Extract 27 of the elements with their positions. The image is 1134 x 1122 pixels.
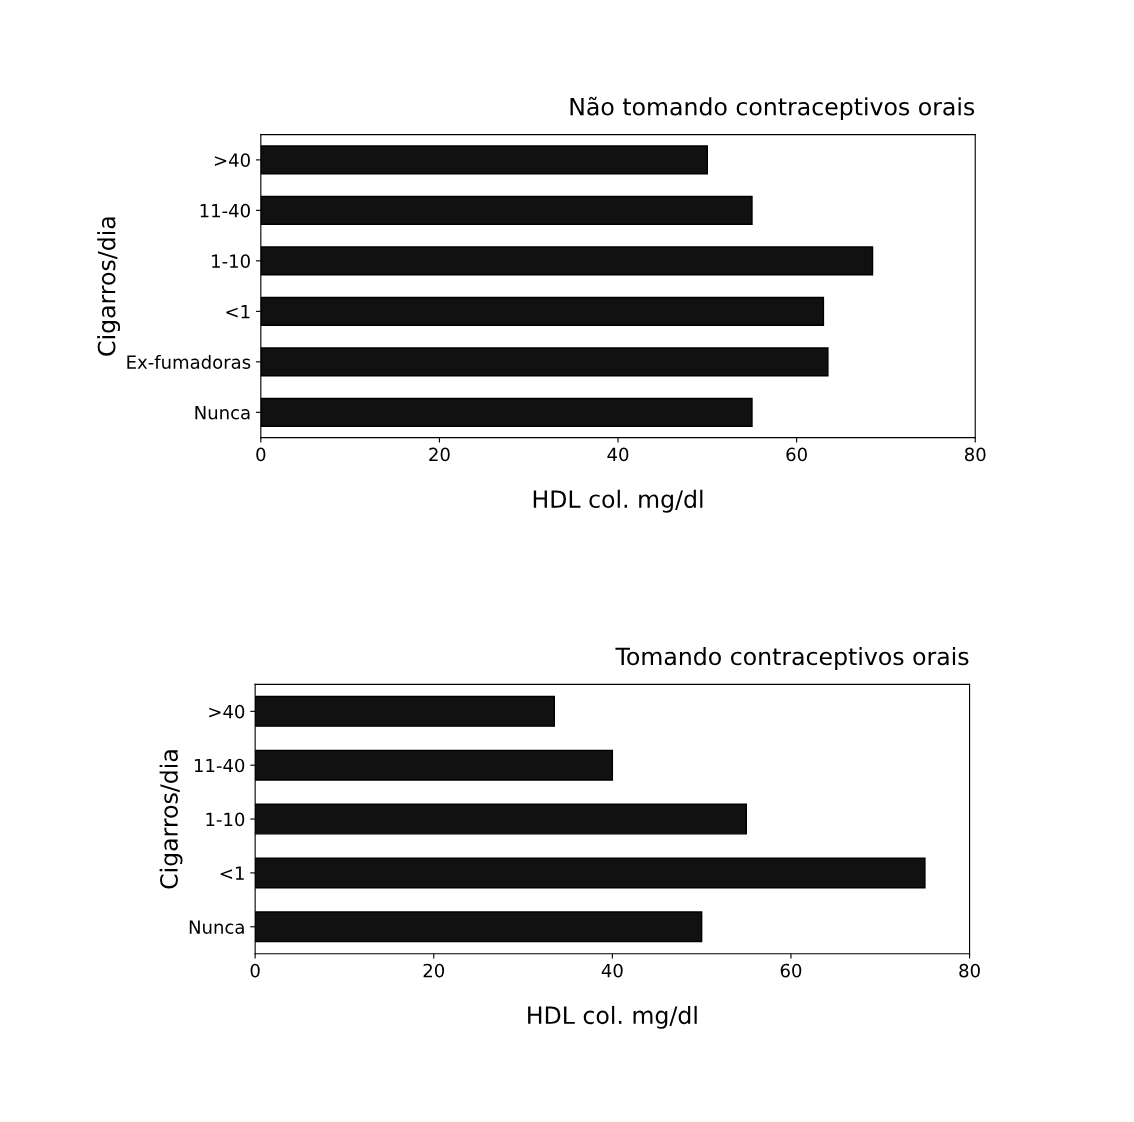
y-tick-label: 1-10 xyxy=(212,254,250,268)
y-axis-title: Cigarros/dia xyxy=(97,217,121,356)
y-tick-label: >40 xyxy=(209,704,245,719)
x-tick-label: 40 xyxy=(607,447,629,462)
chart-title: Não tomando contraceptivos orais xyxy=(570,96,975,121)
y-tick-label: 11-40 xyxy=(200,203,250,218)
x-tick-label: 60 xyxy=(786,447,807,462)
y-tick-label: 11-40 xyxy=(194,758,245,773)
x-tick-label: 0 xyxy=(256,447,266,462)
y-tick-label: Nunca xyxy=(195,406,250,420)
y-tick-label: >40 xyxy=(214,153,250,167)
x-tick-label: 60 xyxy=(780,963,802,978)
x-axis-title: HDL col. mg/dl xyxy=(528,1005,697,1029)
x-tick-label: 20 xyxy=(423,963,445,978)
x-tick-label: 20 xyxy=(429,447,450,462)
y-tick-label: <1 xyxy=(226,305,250,319)
x-tick-label: 80 xyxy=(964,447,986,462)
chart-title: Tomando contraceptivos orais xyxy=(615,647,969,670)
x-tick-label: 0 xyxy=(250,963,260,978)
y-tick-label: Ex-fumadoras xyxy=(127,354,251,369)
x-tick-label: 80 xyxy=(959,963,980,978)
y-tick-label: 1-10 xyxy=(206,812,245,827)
y-tick-label: Nunca xyxy=(189,920,244,934)
x-tick-label: 40 xyxy=(601,963,623,978)
x-axis-title: HDL col. mg/dl xyxy=(533,489,703,513)
y-axis-title: Cigarros/dia xyxy=(159,750,183,889)
y-tick-label: <1 xyxy=(220,866,244,880)
